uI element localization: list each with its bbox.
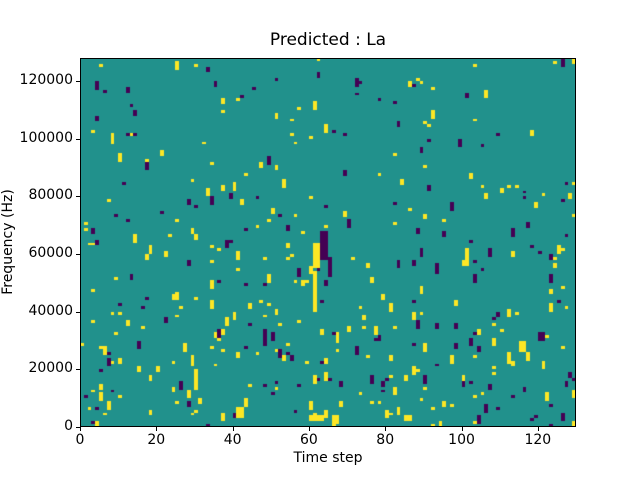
y-tick-label: 40000: [28, 302, 73, 319]
y-axis-label: Frequency (Hz): [0, 189, 16, 295]
x-tick: [385, 427, 387, 431]
y-tick-label: 100000: [19, 129, 73, 146]
x-tick-label: 40: [223, 432, 242, 448]
y-tick-label: 0: [64, 418, 73, 434]
x-tick-label: 80: [376, 432, 395, 448]
x-axis-label: Time step: [293, 450, 363, 466]
y-tick: [76, 196, 80, 198]
x-tick: [232, 427, 234, 431]
y-tick: [76, 427, 80, 428]
x-tick: [461, 427, 463, 431]
y-tick-label: 20000: [28, 360, 73, 377]
y-tick: [76, 311, 80, 313]
y-tick: [76, 81, 80, 83]
plot-title: Predicted : La: [269, 30, 387, 50]
x-tick: [537, 427, 539, 431]
x-tick-label: 100: [448, 432, 475, 448]
heatmap-canvas: [80, 58, 576, 427]
y-tick-label: 120000: [19, 72, 73, 89]
y-tick: [76, 254, 80, 256]
y-tick-label: 60000: [28, 245, 73, 262]
x-tick-label: 60: [300, 432, 318, 448]
x-tick: [80, 427, 81, 431]
y-tick: [76, 138, 80, 140]
x-tick: [156, 427, 158, 431]
x-tick-label: 0: [75, 432, 85, 448]
y-tick-label: 80000: [28, 187, 73, 204]
y-tick: [76, 369, 80, 371]
x-tick: [308, 427, 310, 431]
x-tick-label: 20: [147, 432, 166, 448]
x-tick-label: 120: [524, 432, 552, 448]
